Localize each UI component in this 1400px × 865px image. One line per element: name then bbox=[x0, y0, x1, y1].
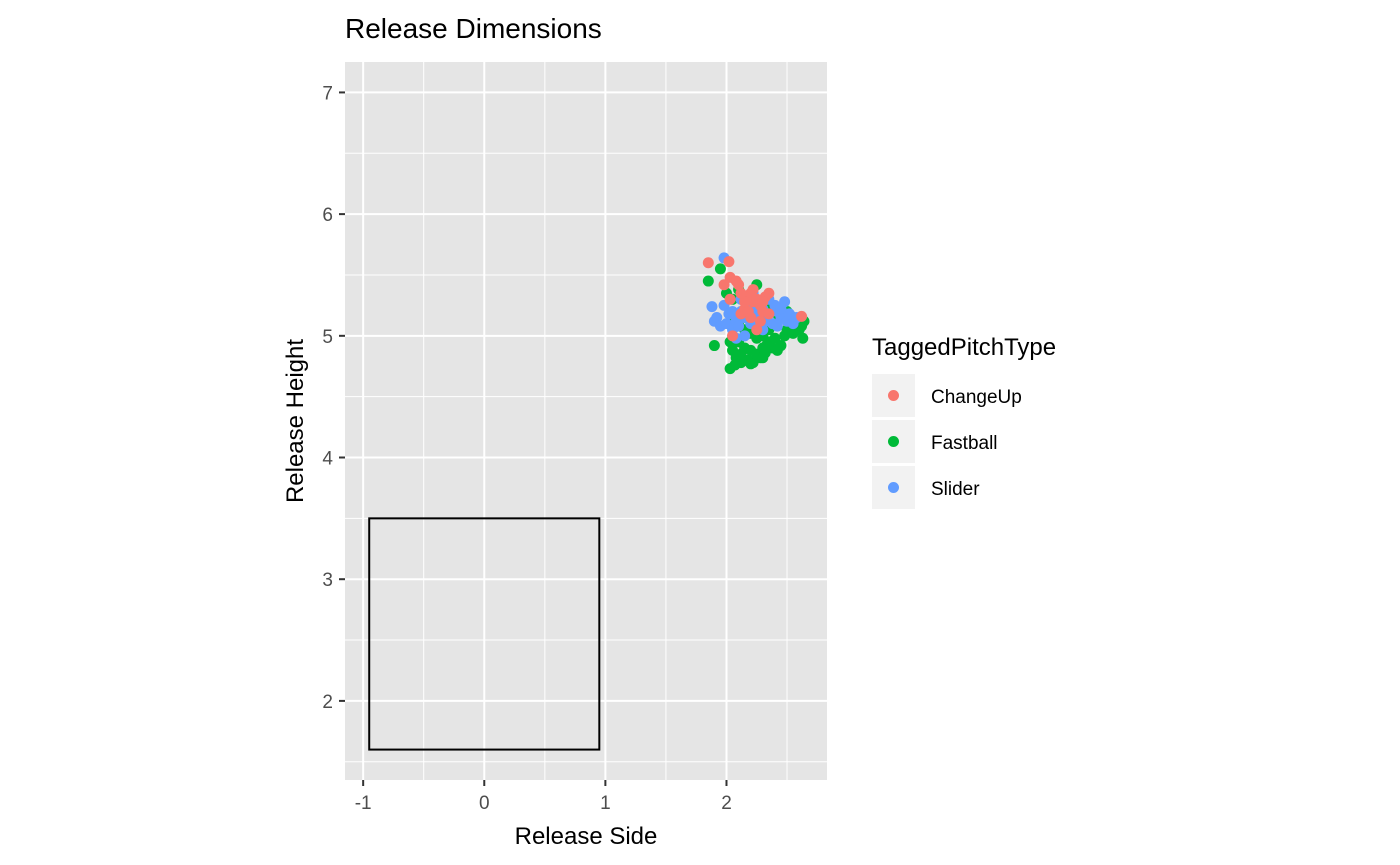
y-tick-label: 7 bbox=[322, 83, 333, 104]
legend-marker-fastball bbox=[888, 436, 899, 447]
point-slider bbox=[706, 301, 718, 313]
point-changeup bbox=[796, 310, 808, 322]
point-fastball bbox=[787, 327, 799, 339]
plot-panel bbox=[345, 62, 827, 780]
point-fastball bbox=[775, 340, 787, 352]
point-changeup bbox=[757, 296, 769, 308]
legend-marker-slider bbox=[888, 482, 899, 493]
legend-label-fastball: Fastball bbox=[931, 433, 998, 454]
point-changeup bbox=[727, 330, 739, 342]
point-slider bbox=[739, 330, 751, 342]
point-fastball bbox=[745, 358, 757, 370]
chart-title: Release Dimensions bbox=[345, 13, 602, 44]
point-slider bbox=[711, 312, 723, 324]
point-changeup bbox=[763, 287, 775, 299]
point-fastball bbox=[702, 275, 714, 287]
x-tick-label: 0 bbox=[479, 793, 490, 814]
y-tick-label: 6 bbox=[322, 205, 333, 226]
point-fastball bbox=[735, 357, 747, 369]
point-fastball bbox=[760, 340, 772, 352]
y-tick-label: 5 bbox=[322, 327, 333, 348]
point-changeup bbox=[735, 287, 747, 299]
x-tick-label: -1 bbox=[355, 793, 372, 814]
point-slider bbox=[733, 320, 745, 332]
legend-marker-changeup bbox=[888, 390, 899, 401]
x-axis: -1 0 1 2 bbox=[355, 780, 732, 814]
legend-title: TaggedPitchType bbox=[872, 334, 1056, 361]
point-fastball bbox=[708, 340, 720, 352]
major-gridlines bbox=[345, 62, 827, 780]
legend: TaggedPitchType ChangeUp Fastball Slider bbox=[872, 334, 1056, 509]
y-tick-label: 3 bbox=[322, 570, 333, 591]
y-tick-label: 4 bbox=[322, 449, 333, 470]
point-changeup bbox=[723, 256, 735, 268]
y-axis-title: Release Height bbox=[282, 339, 309, 503]
point-slider bbox=[775, 303, 787, 315]
point-changeup bbox=[742, 305, 754, 317]
point-slider bbox=[771, 320, 783, 332]
point-changeup bbox=[702, 257, 714, 269]
point-changeup bbox=[733, 279, 745, 291]
point-changeup bbox=[747, 284, 759, 296]
strike-zone-layer bbox=[368, 517, 601, 751]
point-changeup bbox=[739, 296, 751, 308]
x-tick-label: 1 bbox=[600, 793, 611, 814]
point-fastball bbox=[797, 332, 809, 344]
strike-zone-rect bbox=[368, 517, 601, 751]
point-changeup bbox=[763, 308, 775, 320]
point-fastball bbox=[757, 352, 769, 364]
point-changeup bbox=[754, 315, 766, 327]
data-points bbox=[702, 252, 810, 375]
point-fastball bbox=[769, 332, 781, 344]
point-slider bbox=[727, 305, 739, 317]
point-changeup bbox=[751, 324, 763, 336]
x-tick-label: 2 bbox=[721, 793, 732, 814]
legend-label-changeup: ChangeUp bbox=[931, 387, 1022, 408]
legend-label-slider: Slider bbox=[931, 479, 980, 500]
point-fastball bbox=[714, 263, 726, 275]
y-tick-label: 2 bbox=[322, 692, 333, 713]
point-changeup bbox=[718, 279, 730, 291]
x-axis-title: Release Side bbox=[515, 823, 658, 850]
point-changeup bbox=[724, 293, 736, 305]
y-axis: 2 3 4 5 6 7 bbox=[322, 83, 345, 713]
